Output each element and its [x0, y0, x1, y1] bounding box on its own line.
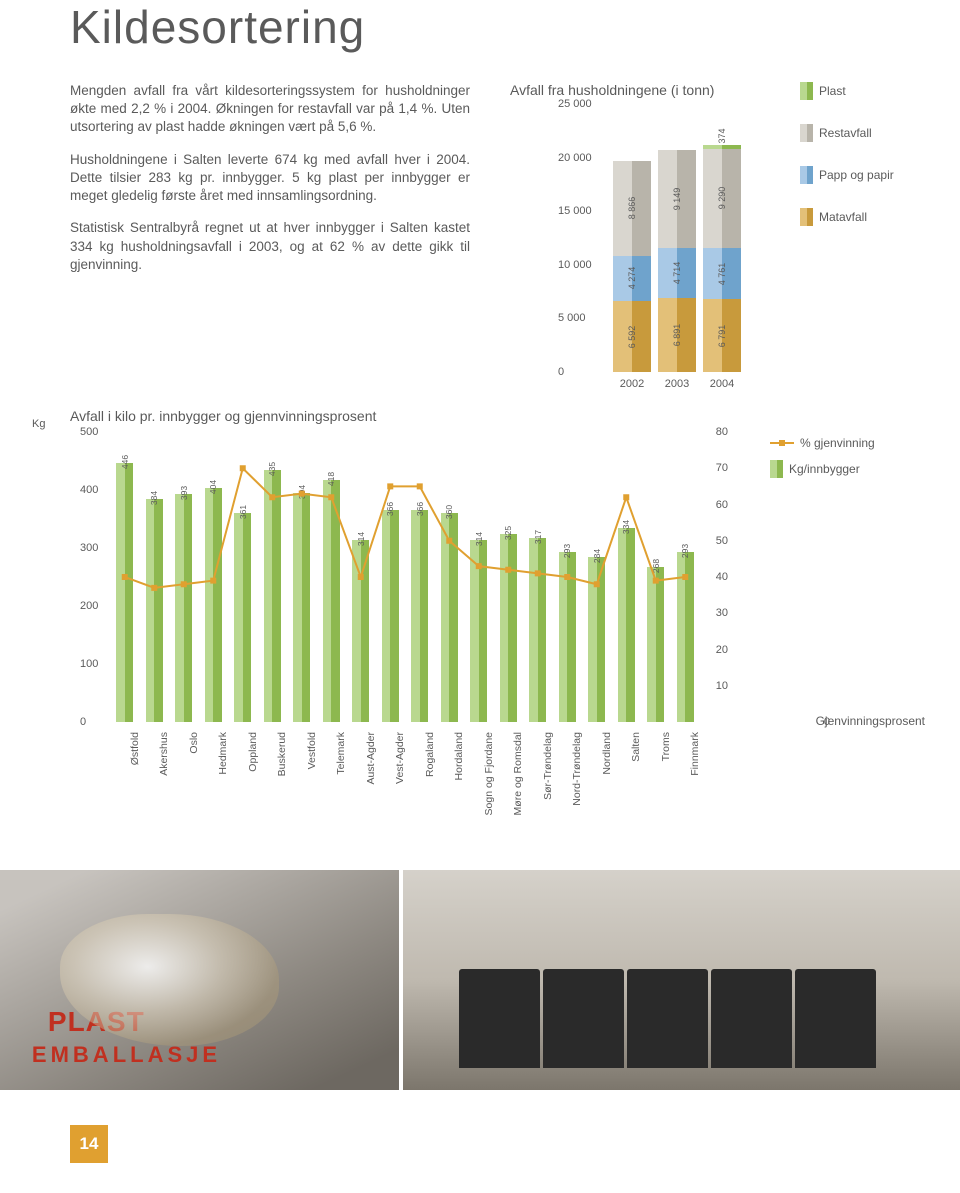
x-tick-label: Oslo: [188, 732, 200, 754]
axis-label: Gjenvinningsprosent: [816, 714, 925, 728]
y-tick-label: 50: [716, 535, 728, 547]
x-tick-label: Vestfold: [306, 732, 318, 769]
y-tick-label: 200: [80, 600, 98, 612]
y-tick-label: 100: [80, 658, 98, 670]
x-tick-label: Buskerud: [276, 732, 288, 776]
x-tick-label: Sogn og Fjordane: [483, 732, 495, 815]
x-tick-label: Nord-Trøndelag: [571, 732, 583, 806]
page-number: 14: [80, 1134, 99, 1154]
segment-value: 374: [717, 128, 727, 143]
combo-chart: Kg50040030020010008070605040302010446Øst…: [70, 432, 770, 812]
paragraph: Mengden avfall fra vårt kildesorteringss…: [70, 82, 470, 137]
legend-item: Kg/innbygger: [770, 460, 920, 478]
x-tick-label: 2004: [710, 378, 734, 390]
x-tick-label: 2003: [665, 378, 689, 390]
y-tick-label: 500: [80, 426, 98, 438]
legend-label: Kg/innbygger: [789, 462, 860, 476]
legend-item: Restavfall: [800, 124, 920, 142]
y-tick-label: 0: [80, 716, 86, 728]
legend-item: Plast: [800, 82, 920, 100]
y-axis-label: Kg: [32, 418, 45, 430]
x-tick-label: Møre og Romsdal: [512, 732, 524, 815]
legend-item: % gjenvinning: [770, 436, 920, 450]
x-tick-label: Rogaland: [424, 732, 436, 777]
page-title: Kildesortering: [70, 0, 920, 54]
segment-value: 8 866: [627, 197, 637, 220]
x-tick-label: Aust-Agder: [365, 732, 377, 785]
y-tick-label: 80: [716, 426, 728, 438]
legend-label: Plast: [819, 84, 846, 98]
x-tick-label: 2002: [620, 378, 644, 390]
x-tick-label: Finnmark: [689, 732, 701, 776]
y-tick-label: 15 000: [558, 205, 592, 217]
y-tick-label: 400: [80, 484, 98, 496]
x-tick-label: Telemark: [335, 732, 347, 775]
segment-value: 4 274: [627, 267, 637, 290]
x-tick-label: Hordaland: [453, 732, 465, 780]
segment-value: 9 149: [672, 187, 682, 210]
segment-value: 6 592: [627, 325, 637, 348]
segment-value: 6 891: [672, 324, 682, 347]
y-tick-label: 70: [716, 462, 728, 474]
chart-legend: % gjenvinning Kg/innbygger: [770, 432, 920, 502]
legend-label: Papp og papir: [819, 168, 894, 182]
x-tick-label: Troms: [660, 732, 672, 761]
page-number-badge: 14: [70, 1125, 108, 1163]
intro-text: Mengden avfall fra vårt kildesorteringss…: [70, 82, 470, 394]
segment-value: 6 791: [717, 324, 727, 347]
x-tick-label: Østfold: [129, 732, 141, 765]
segment-value: 9 290: [717, 187, 727, 210]
x-tick-label: Nordland: [601, 732, 613, 775]
paragraph: Husholdningene i Salten leverte 674 kg m…: [70, 151, 470, 206]
paragraph: Statistisk Sentralbyrå regnet ut at hver…: [70, 219, 470, 274]
y-tick-label: 10: [716, 680, 728, 692]
photo-strip: PLAST EMBALLASJE: [0, 870, 960, 1090]
legend-label: % gjenvinning: [800, 436, 875, 450]
segment-value: 4 761: [717, 262, 727, 285]
y-tick-label: 5 000: [558, 312, 586, 324]
x-tick-label: Hedmark: [217, 732, 229, 775]
x-tick-label: Salten: [630, 732, 642, 762]
y-tick-label: 300: [80, 542, 98, 554]
x-tick-label: Sør-Trøndelag: [542, 732, 554, 800]
y-tick-label: 20 000: [558, 152, 592, 164]
y-tick-label: 20: [716, 644, 728, 656]
legend-label: Matavfall: [819, 210, 867, 224]
y-tick-label: 30: [716, 607, 728, 619]
photo-label: PLAST: [48, 1006, 145, 1038]
legend-item: Matavfall: [800, 208, 920, 226]
legend-label: Restavfall: [819, 126, 872, 140]
photo-label: EMBALLASJE: [32, 1042, 221, 1068]
y-tick-label: 60: [716, 499, 728, 511]
y-tick-label: 40: [716, 571, 728, 583]
legend-item: Papp og papir: [800, 166, 920, 184]
y-tick-label: 25 000: [558, 98, 592, 110]
stacked-bar-chart: Avfall fra husholdningene (i tonn) 25 00…: [510, 82, 920, 394]
x-tick-label: Vest-Agder: [394, 732, 406, 784]
y-tick-label: 10 000: [558, 259, 592, 271]
x-tick-label: Oppland: [247, 732, 259, 772]
y-tick-label: 0: [558, 366, 564, 378]
x-tick-label: Akershus: [158, 732, 170, 776]
chart-title: Avfall i kilo pr. innbygger og gjennvinn…: [70, 408, 920, 424]
segment-value: 4 714: [672, 262, 682, 285]
